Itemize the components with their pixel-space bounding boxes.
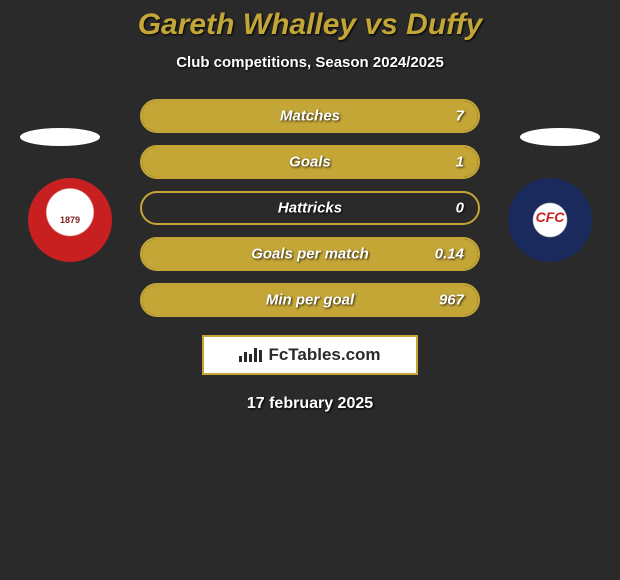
crest-left-text: 1879 — [31, 215, 109, 225]
stat-row: Goals per match 0.14 — [140, 237, 480, 271]
stat-row: Hattricks 0 — [140, 191, 480, 225]
stat-label: Goals per match — [251, 246, 369, 263]
stat-label: Goals — [289, 154, 331, 171]
date-text: 17 february 2025 — [0, 395, 620, 413]
subtitle: Club competitions, Season 2024/2025 — [0, 54, 620, 71]
stat-label: Min per goal — [266, 292, 354, 309]
club-crest-left: 1879 — [28, 178, 112, 262]
stat-row: Min per goal 967 — [140, 283, 480, 317]
stat-row: Goals 1 — [140, 145, 480, 179]
stat-value-right: 7 — [456, 108, 464, 125]
page-title: Gareth Whalley vs Duffy — [0, 0, 620, 42]
stat-row: Matches 7 — [140, 99, 480, 133]
crest-right-text: CFC — [511, 209, 589, 225]
stat-label: Hattricks — [278, 200, 342, 217]
stats-container: Matches 7 Goals 1 Hattricks 0 Goals per match 0… — [140, 99, 480, 317]
fctables-logo: FcTables.com — [202, 335, 418, 375]
logo-text: FcTables.com — [268, 345, 380, 365]
club-crest-right: CFC — [508, 178, 592, 262]
player-silhouette-left — [20, 128, 100, 146]
stat-label: Matches — [280, 108, 340, 125]
stat-value-right: 1 — [456, 154, 464, 171]
stat-value-right: 0 — [456, 200, 464, 217]
player-silhouette-right — [520, 128, 600, 146]
stat-value-right: 0.14 — [435, 246, 464, 263]
stat-value-right: 967 — [439, 292, 464, 309]
logo-bars-icon — [239, 348, 262, 362]
